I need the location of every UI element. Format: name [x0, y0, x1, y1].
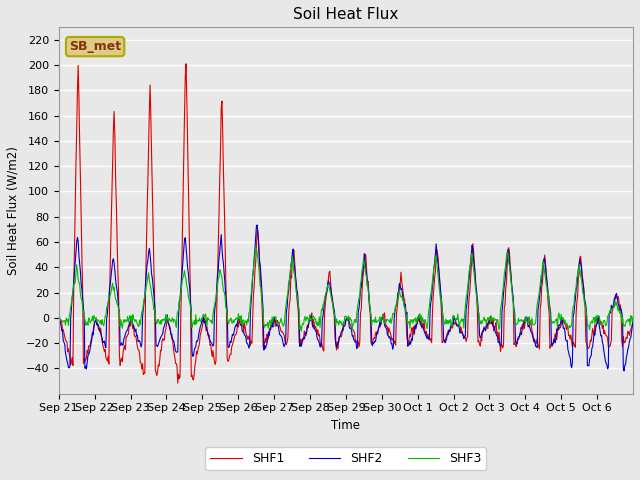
SHF1 [122, 334, 130, 340]
SHF2 [406, 338, 413, 344]
SHF2 [279, 338, 287, 344]
SHF3 [257, 285, 265, 290]
SHF1 [407, 334, 415, 340]
SHF2 [620, 368, 628, 374]
SHF2 [228, 336, 236, 341]
SHF3 [55, 311, 63, 317]
SHF1 [174, 380, 182, 386]
SHF2 [629, 316, 637, 322]
SHF1 [439, 339, 447, 345]
SHF3 [298, 328, 305, 334]
X-axis label: Time: Time [332, 419, 360, 432]
Y-axis label: Soil Heat Flux (W/m2): Soil Heat Flux (W/m2) [7, 146, 20, 275]
SHF2 [257, 272, 265, 277]
Title: Soil Heat Flux: Soil Heat Flux [293, 7, 399, 22]
Line: SHF3: SHF3 [59, 248, 633, 331]
Line: SHF2: SHF2 [59, 225, 633, 371]
SHF1 [629, 318, 637, 324]
SHF1 [280, 331, 287, 336]
SHF3 [252, 245, 259, 251]
SHF2 [55, 319, 63, 325]
SHF1 [55, 317, 63, 323]
Text: SB_met: SB_met [69, 40, 121, 53]
SHF2 [122, 329, 130, 335]
SHF3 [439, 313, 447, 319]
Legend: SHF1, SHF2, SHF3: SHF1, SHF2, SHF3 [205, 447, 486, 470]
SHF3 [122, 319, 130, 324]
SHF2 [438, 305, 446, 311]
SHF1 [258, 297, 266, 302]
SHF3 [407, 317, 415, 323]
SHF2 [253, 222, 261, 228]
SHF3 [228, 320, 236, 325]
SHF3 [629, 313, 637, 319]
SHF3 [279, 321, 287, 327]
SHF1 [182, 61, 190, 67]
SHF1 [229, 339, 237, 345]
Line: SHF1: SHF1 [59, 64, 633, 383]
